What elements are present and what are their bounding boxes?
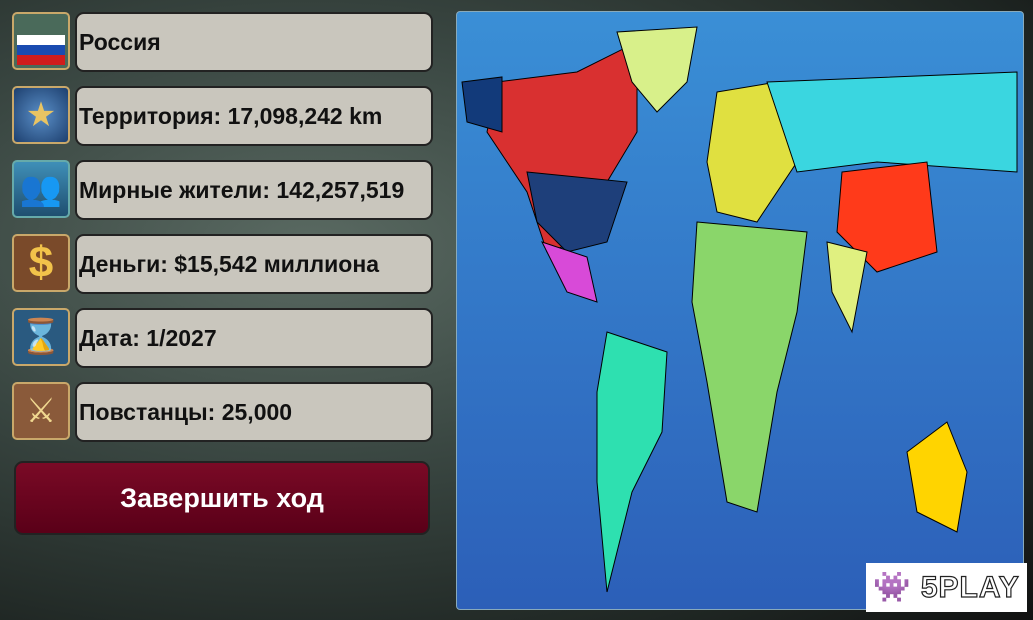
russia — [766, 71, 1018, 173]
crossed-swords-icon: ⚔ — [12, 382, 70, 440]
territory-row: ★ Территория: 17,098,242 km — [12, 86, 434, 148]
date-row: ⌛ Дата: 1/2027 — [12, 308, 434, 370]
country-row: Россия — [12, 12, 434, 74]
india — [826, 241, 868, 334]
dollar-icon: $ — [12, 234, 70, 292]
mexico — [541, 241, 598, 303]
citizens-icon: 👥 — [12, 160, 70, 218]
territory-text: Территория: 17,098,242 km — [75, 86, 433, 146]
africa — [691, 221, 808, 513]
hourglass-icon: ⌛ — [12, 308, 70, 366]
russia-flag-leader-icon[interactable] — [12, 12, 70, 70]
money-text: Деньги: $15,542 миллиона — [75, 234, 433, 294]
south-america — [596, 331, 668, 593]
usa — [526, 171, 628, 253]
china — [836, 161, 938, 273]
end-turn-button[interactable]: Завершить ход — [14, 461, 430, 535]
rebels-row: ⚔ Повстанцы: 25,000 — [12, 382, 434, 444]
australia — [906, 421, 968, 533]
money-row: $ Деньги: $15,542 миллиона — [12, 234, 434, 296]
date-text: Дата: 1/2027 — [75, 308, 433, 368]
world-map-countries[interactable] — [457, 12, 1023, 609]
watermark-logo: 👾 5PLAY — [866, 563, 1027, 612]
globe-star-icon: ★ — [12, 86, 70, 144]
citizens-row: 👥 Мирные жители: 142,257,519 — [12, 160, 434, 222]
world-map[interactable] — [456, 11, 1024, 610]
citizens-text: Мирные жители: 142,257,519 — [75, 160, 433, 220]
country-name: Россия — [75, 12, 433, 72]
rebels-text: Повстанцы: 25,000 — [75, 382, 433, 442]
alaska — [461, 76, 503, 133]
greenland — [616, 26, 698, 113]
